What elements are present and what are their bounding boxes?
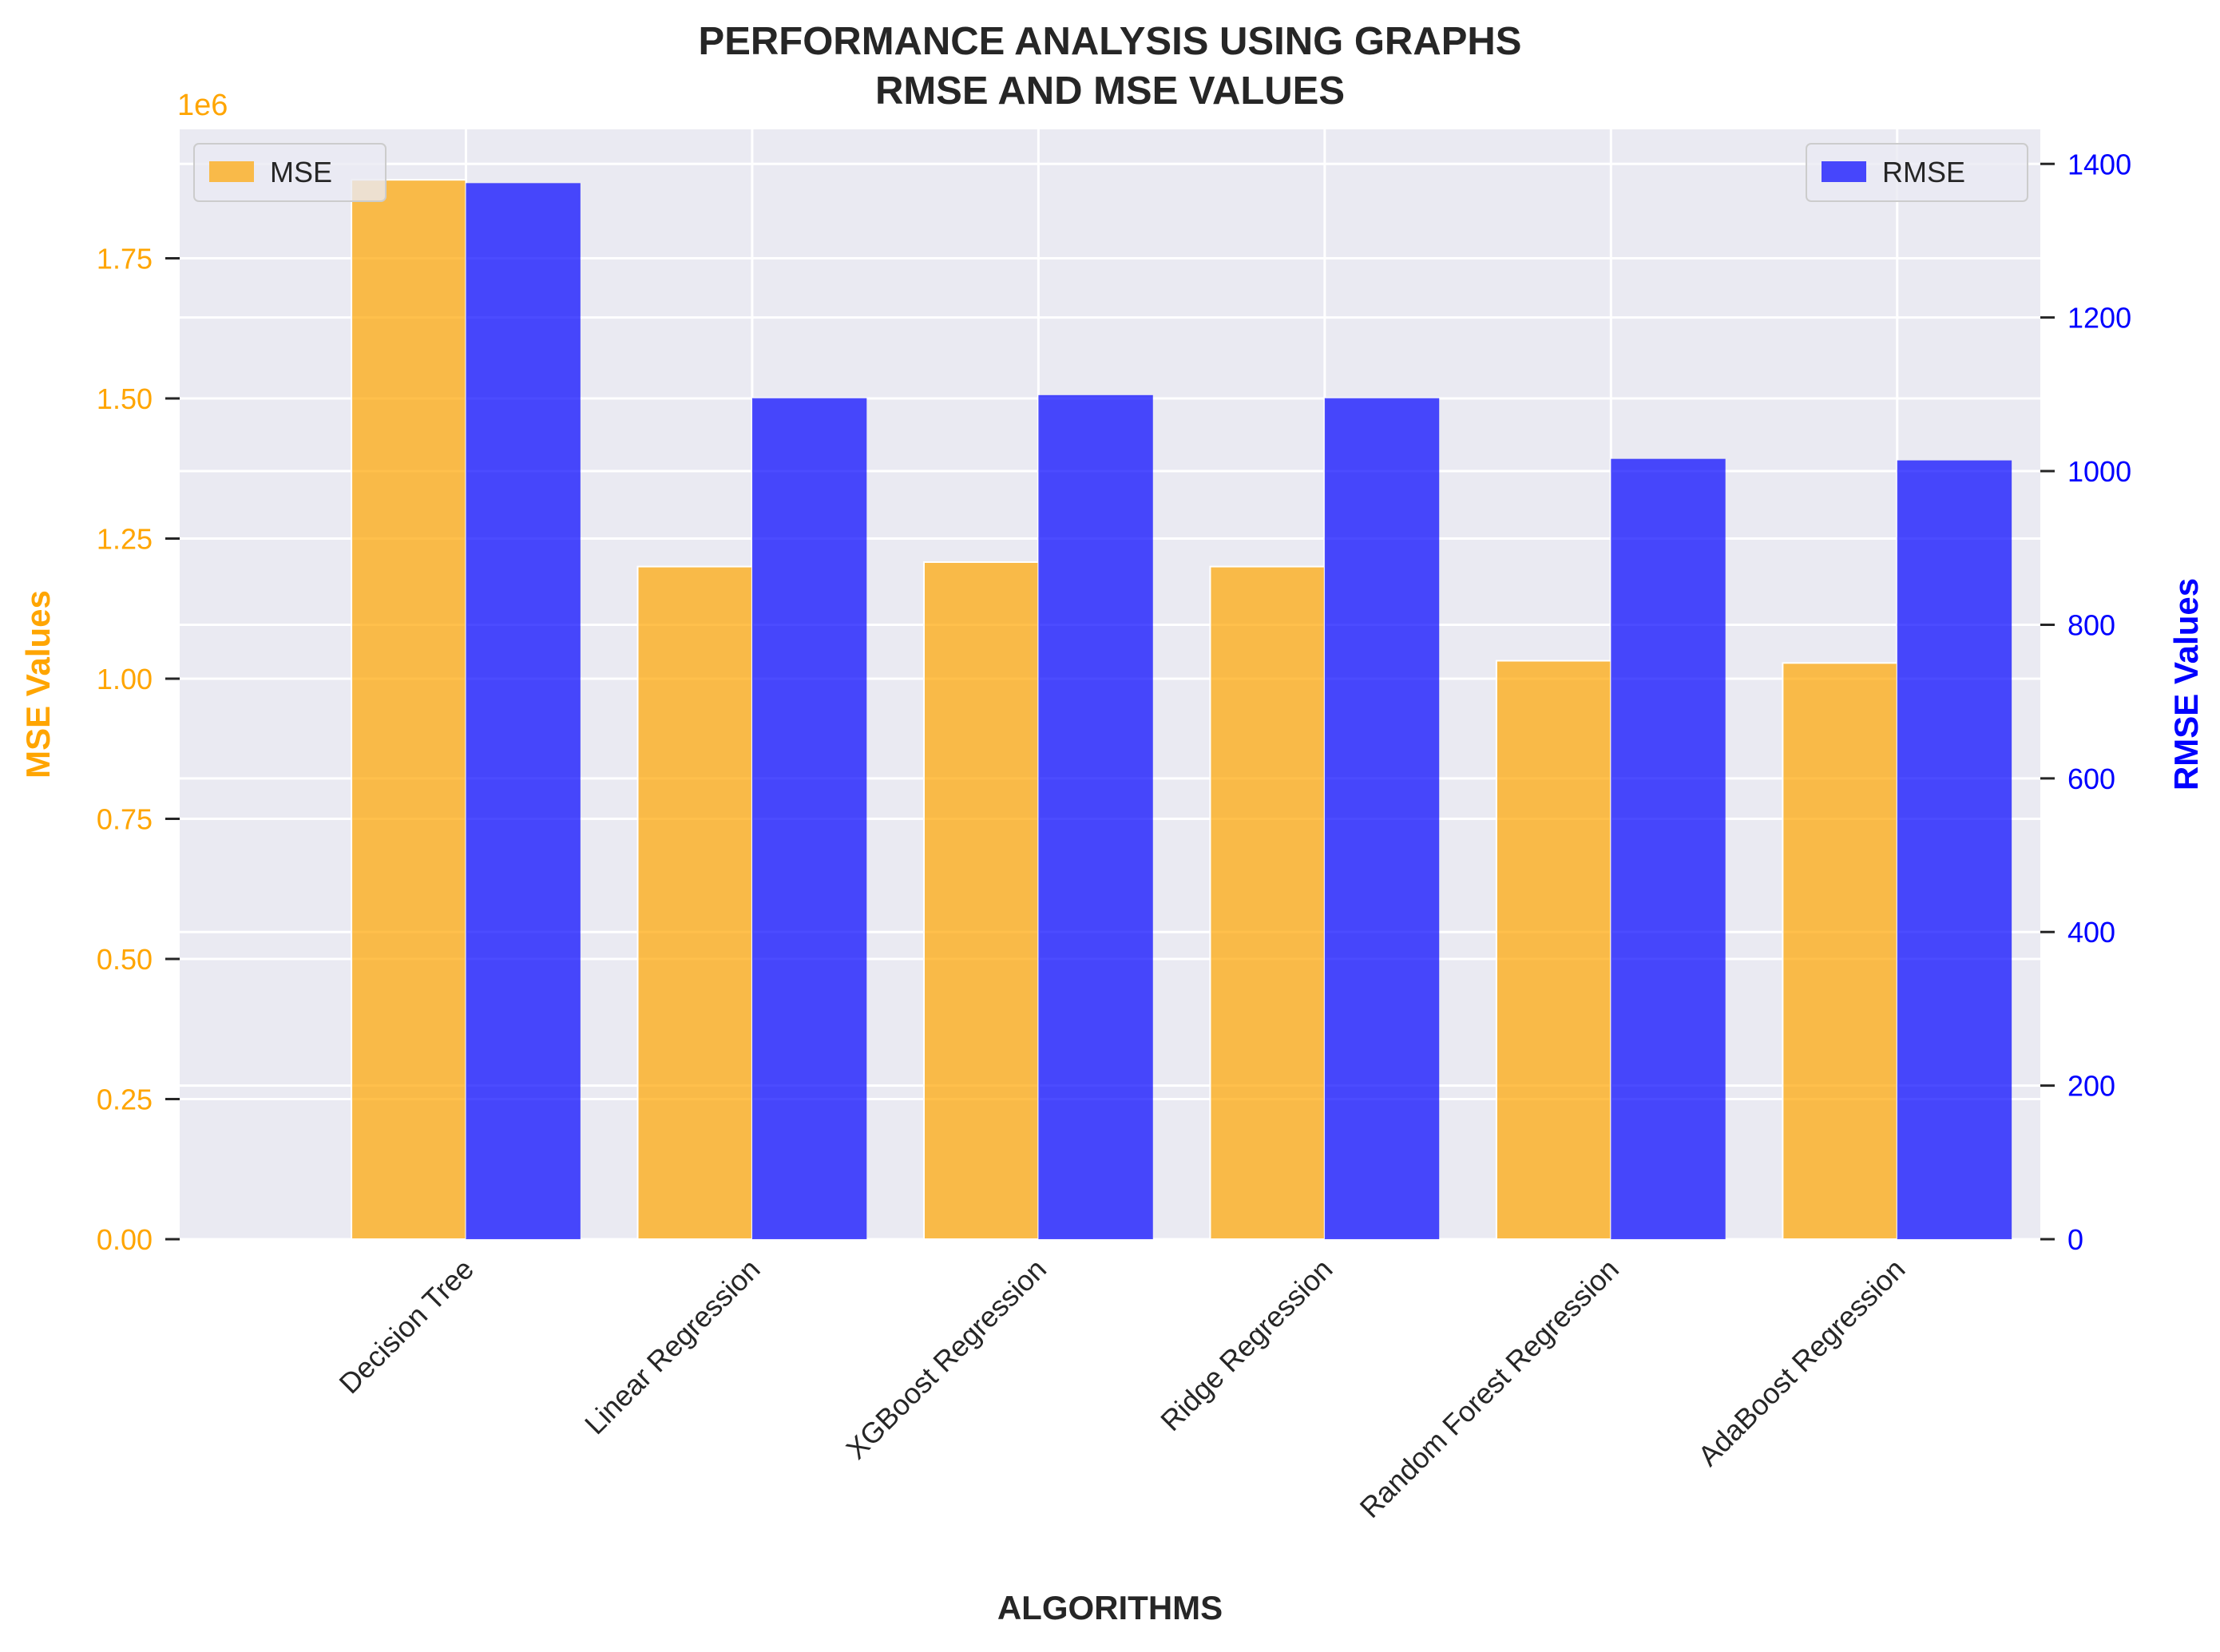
chart-title-line1: PERFORMANCE ANALYSIS USING GRAPHS (699, 20, 1522, 63)
tick-label-right: 0 (2067, 1223, 2083, 1256)
rmse-bar (1897, 460, 2012, 1239)
tick-label-left: 0.50 (97, 943, 153, 976)
tick-label-left: 1.25 (97, 522, 153, 555)
tick-label-left: 0.75 (97, 802, 153, 835)
rmse-bar (1611, 458, 1726, 1239)
left-axis-multiplier: 1e6 (177, 89, 228, 122)
legend-mse-label: MSE (270, 156, 332, 188)
chart-title-line2: RMSE AND MSE VALUES (875, 69, 1345, 113)
mse-bar (636, 565, 753, 1240)
tick-label-right: 800 (2067, 608, 2115, 641)
rmse-bar (751, 398, 867, 1239)
legend-rmse-swatch (1822, 161, 1866, 182)
legend-mse-frame (193, 143, 387, 202)
y-axis-label-left: MSE Values (19, 590, 57, 778)
mse-bar (923, 561, 1040, 1240)
legend-rmse-frame (1806, 143, 2028, 202)
y-axis-label-right: RMSE Values (2167, 578, 2205, 790)
tick-label-right: 200 (2067, 1070, 2115, 1103)
tick-label-right: 400 (2067, 916, 2115, 949)
x-axis-label: ALGORITHMS (997, 1589, 1223, 1626)
tick-label-left: 1.75 (97, 242, 153, 275)
tick-label-right: 600 (2067, 763, 2115, 795)
tick-label-left: 1.00 (97, 663, 153, 695)
mse-bar (351, 179, 467, 1241)
mse-bar (1495, 660, 1612, 1240)
legend-mse: MSE (193, 143, 387, 202)
rmse-bar (1038, 394, 1153, 1239)
tick-label-right: 1400 (2067, 148, 2131, 180)
mse-bars (351, 179, 1898, 1241)
mse-bar (1209, 565, 1326, 1240)
legend-rmse: RMSE (1806, 143, 2028, 202)
tick-label-left: 0.00 (97, 1223, 153, 1256)
tick-label-left: 1.50 (97, 382, 153, 415)
legend-rmse-label: RMSE (1882, 156, 1965, 188)
tick-label-right: 1000 (2067, 455, 2131, 488)
left-axis-ticks: 0.00 0.25 0.50 0.75 1.00 1.25 1.50 1.75 (97, 242, 180, 1256)
legend-mse-swatch (209, 161, 254, 182)
mse-bar (1782, 662, 1898, 1240)
right-axis-ticks: 0 200 400 600 800 1000 1200 1400 (2040, 148, 2131, 1256)
rmse-bar (466, 183, 581, 1239)
rmse-bars (466, 183, 2012, 1239)
rmse-bar (1324, 398, 1440, 1239)
tick-label-left: 0.25 (97, 1083, 153, 1115)
tick-label-right: 1200 (2067, 302, 2131, 335)
